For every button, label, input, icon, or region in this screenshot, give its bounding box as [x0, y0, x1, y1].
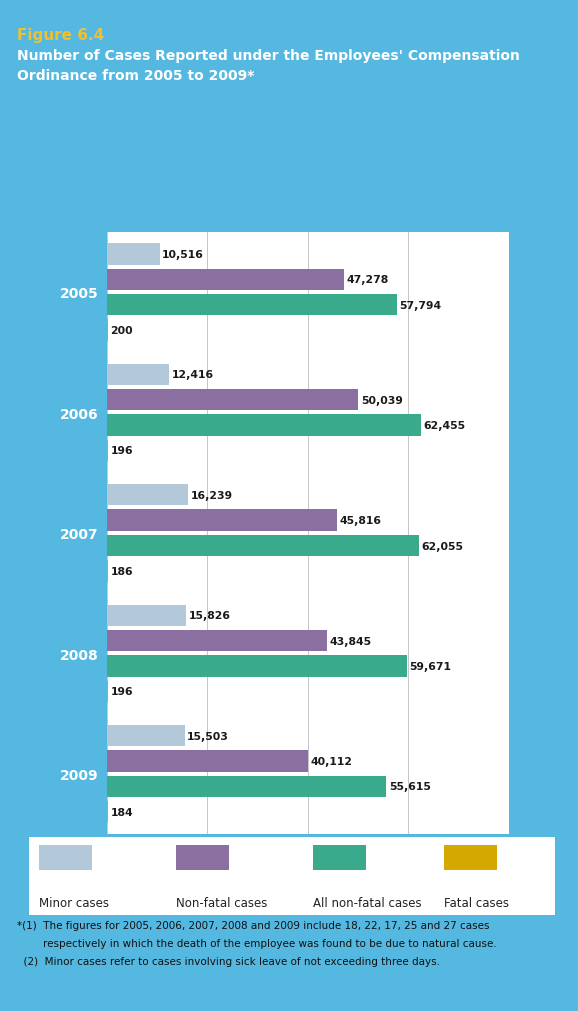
Bar — [444, 845, 497, 869]
Text: (2)  Minor cases refer to cases involving sick leave of not exceeding three days: (2) Minor cases refer to cases involving… — [17, 956, 440, 967]
Text: 196: 196 — [110, 446, 133, 456]
Text: 57,794: 57,794 — [399, 300, 442, 310]
Bar — [107, 605, 186, 626]
Bar — [107, 510, 337, 531]
Bar — [107, 561, 108, 582]
Bar — [107, 630, 327, 651]
Text: 59,671: 59,671 — [409, 661, 451, 671]
Text: 40,112: 40,112 — [311, 756, 353, 766]
Text: 16,239: 16,239 — [191, 490, 233, 500]
Text: 200: 200 — [110, 326, 133, 336]
Text: 184: 184 — [110, 807, 133, 817]
Text: Non-fatal cases: Non-fatal cases — [176, 896, 268, 909]
Text: respectively in which the death of the employee was found to be due to natural c: respectively in which the death of the e… — [17, 938, 497, 948]
Bar — [107, 536, 418, 557]
Bar — [107, 269, 344, 290]
Text: 15,503: 15,503 — [187, 731, 229, 741]
Text: 47,278: 47,278 — [347, 275, 389, 285]
Text: Number of Cases Reported under the Employees' Compensation: Number of Cases Reported under the Emplo… — [17, 49, 520, 63]
Bar — [107, 725, 185, 746]
Text: 62,455: 62,455 — [423, 421, 465, 431]
Text: 10,516: 10,516 — [162, 250, 204, 260]
Bar — [107, 416, 421, 437]
Text: 55,615: 55,615 — [388, 782, 431, 792]
Bar — [107, 802, 108, 823]
Text: 186: 186 — [110, 566, 133, 576]
Text: All non-fatal cases: All non-fatal cases — [313, 896, 421, 909]
Text: Minor cases: Minor cases — [39, 896, 109, 909]
Text: Fatal cases: Fatal cases — [444, 896, 509, 909]
X-axis label: No. of cases: No. of cases — [260, 860, 355, 875]
Bar — [176, 845, 229, 869]
Bar — [107, 681, 108, 703]
Text: 62,055: 62,055 — [421, 541, 463, 551]
Text: 12,416: 12,416 — [172, 370, 214, 380]
Bar — [107, 389, 358, 410]
Text: 43,845: 43,845 — [329, 636, 372, 646]
Text: Figure 6.4: Figure 6.4 — [17, 28, 105, 43]
Bar — [107, 244, 160, 265]
Text: 15,826: 15,826 — [189, 611, 231, 621]
Text: 45,816: 45,816 — [339, 516, 381, 526]
Text: 196: 196 — [110, 686, 133, 697]
Bar — [107, 484, 188, 506]
Bar — [313, 845, 365, 869]
Bar — [107, 441, 108, 462]
Bar — [107, 320, 108, 342]
Text: Ordinance from 2005 to 2009*: Ordinance from 2005 to 2009* — [17, 69, 255, 83]
Text: 50,039: 50,039 — [361, 395, 403, 405]
Bar — [107, 776, 386, 798]
Bar — [107, 750, 308, 771]
Text: *(1)  The figures for 2005, 2006, 2007, 2008 and 2009 include 18, 22, 17, 25 and: *(1) The figures for 2005, 2006, 2007, 2… — [17, 920, 490, 930]
Bar — [107, 364, 169, 385]
Bar — [39, 845, 92, 869]
Bar — [107, 656, 406, 677]
Bar — [107, 295, 397, 316]
